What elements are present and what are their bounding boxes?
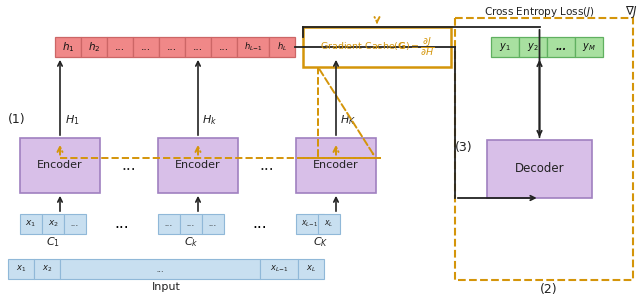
Text: Encoder: Encoder: [313, 161, 359, 171]
Text: (1): (1): [8, 114, 26, 126]
Bar: [64, 214, 86, 234]
Text: Decoder: Decoder: [515, 162, 564, 175]
Text: ...: ...: [164, 219, 173, 228]
Text: $y_2$: $y_2$: [527, 41, 539, 53]
Bar: [237, 37, 269, 57]
Text: Input: Input: [152, 282, 180, 292]
Text: ...: ...: [115, 42, 125, 52]
Bar: [260, 259, 298, 279]
Bar: [185, 37, 211, 57]
Bar: [296, 214, 324, 234]
Bar: [55, 37, 81, 57]
Bar: [296, 138, 376, 193]
Text: ...: ...: [122, 158, 136, 173]
Bar: [133, 37, 159, 57]
Bar: [158, 214, 180, 234]
Bar: [318, 214, 340, 234]
Text: ...: ...: [115, 217, 129, 231]
Text: ...: ...: [70, 219, 79, 228]
Bar: [487, 140, 592, 198]
Bar: [303, 27, 451, 67]
Text: $h_2$: $h_2$: [88, 40, 100, 54]
Bar: [491, 37, 519, 57]
Text: $x_2$: $x_2$: [47, 219, 58, 229]
Text: $H_k$: $H_k$: [202, 113, 217, 127]
Text: ...: ...: [219, 42, 229, 52]
Bar: [202, 214, 224, 234]
Text: $y_1$: $y_1$: [499, 41, 511, 53]
Bar: [20, 214, 42, 234]
Bar: [180, 214, 202, 234]
Text: $x_L$: $x_L$: [306, 264, 316, 274]
Text: (3): (3): [455, 142, 472, 155]
Text: ...: ...: [156, 265, 164, 274]
Text: Encoder: Encoder: [175, 161, 221, 171]
Text: $C_k$: $C_k$: [184, 235, 198, 249]
Text: ...: ...: [141, 42, 151, 52]
Text: $x_{L\!-\!1}$: $x_{L\!-\!1}$: [269, 264, 289, 274]
Bar: [575, 37, 603, 57]
Bar: [547, 37, 575, 57]
Text: $h_L$: $h_L$: [277, 41, 287, 53]
Text: $\nabla J$: $\nabla J$: [625, 4, 639, 20]
Bar: [42, 214, 64, 234]
Text: ...: ...: [253, 217, 268, 231]
Bar: [20, 138, 100, 193]
Text: $H_K$: $H_K$: [340, 113, 356, 127]
Text: $x_{L\!-\!1}$: $x_{L\!-\!1}$: [301, 219, 319, 229]
Bar: [269, 37, 295, 57]
Text: ...: ...: [260, 158, 275, 173]
Bar: [107, 37, 133, 57]
Bar: [298, 259, 324, 279]
Bar: [34, 259, 60, 279]
Text: $x_1$: $x_1$: [26, 219, 36, 229]
Bar: [158, 138, 238, 193]
Bar: [455, 18, 633, 280]
Text: $C_K$: $C_K$: [314, 235, 329, 249]
Text: $x_2$: $x_2$: [42, 264, 52, 274]
Text: $H_1$: $H_1$: [65, 113, 79, 127]
Text: $h_{L\!-\!1}$: $h_{L\!-\!1}$: [243, 41, 262, 53]
Bar: [211, 37, 237, 57]
Text: $x_1$: $x_1$: [16, 264, 26, 274]
Bar: [8, 259, 34, 279]
Text: ...: ...: [193, 42, 203, 52]
Text: ...: ...: [209, 219, 218, 228]
Text: Encoder: Encoder: [37, 161, 83, 171]
Text: $y_M$: $y_M$: [582, 41, 596, 53]
Text: ...: ...: [556, 42, 566, 52]
Text: Cross Entropy Loss$(J)$: Cross Entropy Loss$(J)$: [484, 5, 595, 19]
Text: ...: ...: [187, 219, 195, 228]
Text: $x_L$: $x_L$: [324, 219, 333, 229]
Text: $C_1$: $C_1$: [46, 235, 60, 249]
Text: (2): (2): [540, 284, 558, 297]
Bar: [519, 37, 547, 57]
Bar: [60, 259, 260, 279]
Text: ...: ...: [167, 42, 177, 52]
Bar: [159, 37, 185, 57]
Bar: [81, 37, 107, 57]
Text: Gradient Cache$(\mathbf{G}) = \dfrac{\partial J}{\partial H}$: Gradient Cache$(\mathbf{G}) = \dfrac{\pa…: [319, 35, 435, 58]
Text: $h_1$: $h_1$: [61, 40, 74, 54]
